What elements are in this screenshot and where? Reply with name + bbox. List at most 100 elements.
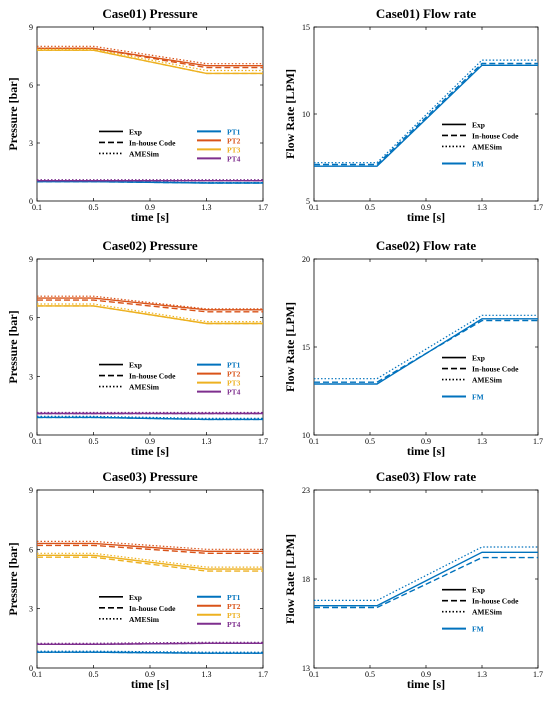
legend-label: FM	[472, 159, 484, 168]
series-line-fm-code	[314, 62, 538, 166]
series-line-pt3-code	[37, 556, 263, 572]
x-tick-label: 1.3	[202, 203, 212, 212]
x-tick-label: 0.9	[145, 203, 155, 212]
y-tick-label: 6	[29, 545, 33, 554]
y-tick-label: 3	[29, 372, 33, 381]
y-tick-label: 15	[302, 23, 310, 32]
legend-label: AMESim	[129, 383, 160, 392]
chart-title: Case01) Flow rate	[376, 6, 477, 21]
plot-frame	[313, 258, 539, 436]
x-axis-label: time [s]	[407, 210, 445, 224]
series-line-pt1-exp	[37, 651, 263, 654]
series-line-pt1-exp	[37, 180, 263, 184]
y-tick-label: 3	[29, 139, 33, 148]
series-line-pt1-amesim	[37, 650, 263, 653]
series-line-pt3-exp	[37, 49, 263, 75]
legend-label: Exp	[472, 586, 485, 595]
y-tick-label: 10	[302, 431, 310, 440]
series-line-pt2-code	[37, 544, 263, 554]
x-tick-label: 0.5	[89, 670, 99, 679]
series-line-fm-exp	[314, 551, 538, 607]
series-line-pt3-amesim	[37, 48, 263, 72]
series-line-pt3-exp	[37, 554, 263, 570]
x-tick-label: 1.7	[258, 670, 268, 679]
x-tick-label: 1.3	[202, 437, 212, 446]
legend-label: PT4	[227, 620, 241, 629]
y-tick-label: 9	[29, 255, 33, 264]
x-tick-label: 0.5	[365, 670, 375, 679]
legend-label: In-house Code	[129, 604, 176, 613]
series-line-fm-code	[314, 556, 538, 609]
x-tick-label: 0.1	[309, 437, 319, 446]
legend-label: PT1	[227, 361, 241, 370]
legend-label: PT1	[227, 593, 241, 602]
legend-label: Exp	[129, 127, 142, 136]
legend-label: AMESim	[129, 149, 160, 158]
y-axis-label: Flow Rate [LPM]	[283, 534, 297, 624]
legend-label: PT3	[227, 611, 241, 620]
series-line-pt2-exp	[37, 47, 263, 67]
plot-frame	[36, 258, 264, 436]
legend-label: Exp	[129, 593, 142, 602]
series-line-pt2-exp	[37, 542, 263, 552]
x-tick-label: 1.7	[258, 203, 268, 212]
x-tick-label: 0.5	[365, 203, 375, 212]
x-tick-label: 1.3	[477, 203, 487, 212]
y-axis-label: Pressure [bar]	[6, 542, 20, 615]
chart-title: Case01) Pressure	[102, 6, 197, 21]
series-line-fm-amesim	[314, 546, 538, 602]
y-tick-label: 10	[302, 110, 310, 119]
x-tick-label: 0.5	[365, 437, 375, 446]
series-line-pt2-exp	[37, 297, 263, 311]
x-tick-label: 1.7	[533, 203, 543, 212]
y-axis-label: Flow Rate [LPM]	[283, 302, 297, 392]
series-line-fm-exp	[314, 64, 538, 167]
series-line-pt3-amesim	[37, 552, 263, 568]
series-line-fm-exp	[314, 318, 538, 385]
legend-label: In-house Code	[472, 597, 519, 606]
y-tick-label: 15	[302, 343, 310, 352]
chart-title: Case03) Flow rate	[376, 469, 477, 484]
x-tick-label: 0.5	[89, 437, 99, 446]
x-tick-label: 0.9	[145, 437, 155, 446]
legend-label: AMESim	[129, 615, 160, 624]
plot-frame	[313, 489, 539, 669]
y-axis-label: Flow Rate [LPM]	[283, 69, 297, 159]
y-tick-label: 6	[29, 81, 33, 90]
y-tick-label: 20	[302, 255, 310, 264]
x-tick-label: 1.7	[533, 437, 543, 446]
series-line-fm-code	[314, 319, 538, 383]
series-line-pt3-exp	[37, 305, 263, 325]
x-tick-label: 1.3	[202, 670, 212, 679]
series-line-pt1-exp	[37, 416, 263, 421]
y-tick-label: 13	[302, 664, 310, 673]
chart-6: Case03) Flow rate Flow Rate [LPM] time [s]…	[283, 469, 543, 691]
y-tick-label: 3	[29, 605, 33, 614]
y-tick-label: 5	[306, 197, 310, 206]
legend-label: PT4	[227, 154, 241, 163]
x-tick-label: 0.1	[32, 437, 42, 446]
legend-label: PT2	[227, 370, 241, 379]
y-tick-label: 9	[29, 23, 33, 32]
x-tick-label: 0.1	[309, 203, 319, 212]
y-tick-label: 18	[302, 575, 310, 584]
x-axis-label: time [s]	[407, 677, 445, 691]
legend-label: PT3	[227, 379, 241, 388]
legend-label: AMESim	[472, 376, 503, 385]
y-tick-label: 0	[29, 197, 33, 206]
series-line-pt4-exp	[37, 642, 263, 645]
x-tick-label: 0.1	[32, 670, 42, 679]
legend-label: AMESim	[472, 608, 503, 617]
x-tick-label: 0.1	[32, 203, 42, 212]
legend-label: In-house Code	[129, 372, 176, 381]
series-line-pt2-amesim	[37, 540, 263, 550]
x-axis-label: time [s]	[131, 677, 169, 691]
y-tick-label: 6	[29, 314, 33, 323]
chart-2: Case01) Flow rate Flow Rate [LPM] time [s]…	[283, 6, 543, 224]
legend-label: Exp	[472, 120, 485, 129]
series-line-pt3-amesim	[37, 303, 263, 323]
chart-4: Case02) Flow rate Flow Rate [LPM] time [s]…	[283, 238, 543, 458]
series-line-pt1-amesim	[37, 415, 263, 419]
